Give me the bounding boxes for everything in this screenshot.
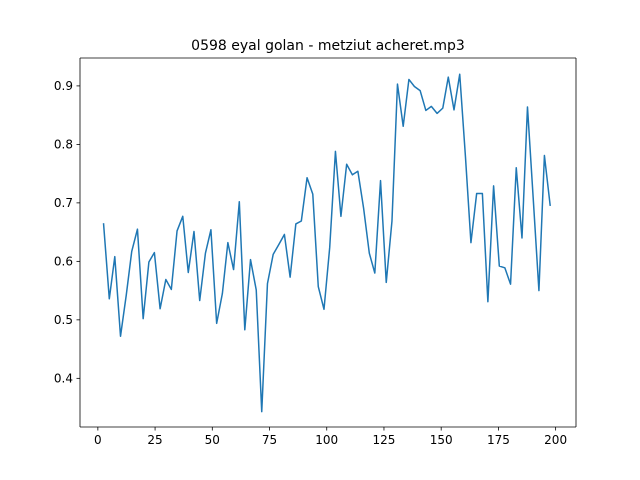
chart-title: 0598 eyal golan - metziut acheret.mp3 (191, 38, 465, 54)
x-tick-label: 25 (147, 433, 162, 447)
y-tick-label: 0.5 (54, 313, 73, 327)
axes: 0 25 50 75 100 125 150 175 200 0.4 0.5 0.6 0.7 0.8 0.9 (54, 57, 577, 447)
x-tick-label: 0 (94, 433, 102, 447)
y-tick-label: 0.9 (54, 79, 73, 93)
series-line-0 (102, 73, 551, 413)
x-tick-label: 100 (315, 433, 338, 447)
y-tick-label: 0.4 (54, 372, 73, 386)
plot-area (102, 73, 551, 413)
x-tick-label: 125 (373, 433, 396, 447)
x-tick-label: 200 (544, 433, 567, 447)
y-tick-label: 0.6 (54, 255, 73, 269)
x-tick-label: 75 (262, 433, 277, 447)
y-tick-label: 0.8 (54, 138, 73, 152)
x-tick-label: 50 (205, 433, 220, 447)
y-tick-label: 0.7 (54, 196, 73, 210)
x-tick-label: 175 (487, 433, 510, 447)
x-tick-label: 150 (430, 433, 453, 447)
